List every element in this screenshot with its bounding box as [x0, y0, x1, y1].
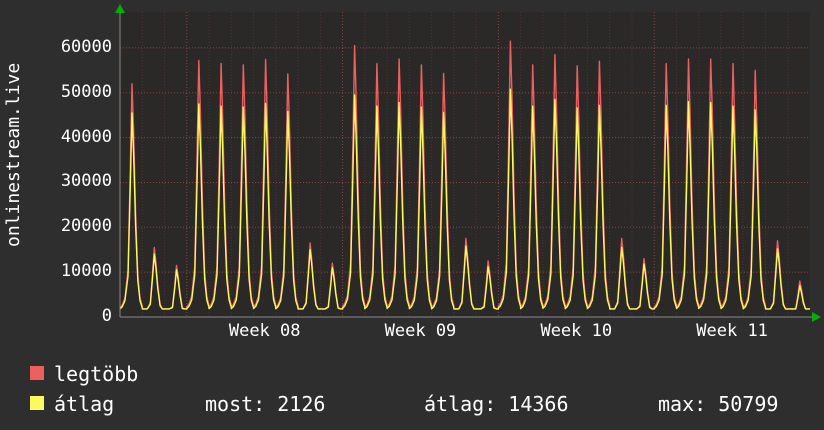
stat-atlag: átlag: 14366 [424, 392, 569, 416]
legend-swatch-atlag [30, 396, 44, 410]
series-atlag [119, 88, 810, 310]
legend-label-legtobb: legtöbb [54, 362, 139, 386]
y-tick-label: 60000 [60, 36, 112, 57]
legend-swatch-legtobb [30, 366, 44, 380]
stat-most: most: 2126 [205, 392, 326, 416]
y-tick-label: 20000 [60, 216, 112, 237]
x-axis-arrow-icon [812, 312, 821, 322]
y-tick-label: 10000 [60, 261, 112, 282]
x-week-label: Week 11 [696, 321, 768, 341]
x-week-label: Week 09 [384, 321, 457, 341]
y-tick-label: 30000 [60, 171, 112, 192]
x-week-label: Week 08 [228, 321, 301, 341]
stat-max: max: 50799 [658, 392, 779, 416]
y-tick-label: 40000 [60, 126, 112, 147]
y-axis-arrow-icon [115, 4, 125, 13]
x-week-label: Week 10 [540, 321, 613, 341]
legend-label-atlag: átlag [54, 392, 115, 416]
y-tick-label: 0 [101, 306, 112, 326]
y-tick-label: 50000 [60, 81, 112, 102]
